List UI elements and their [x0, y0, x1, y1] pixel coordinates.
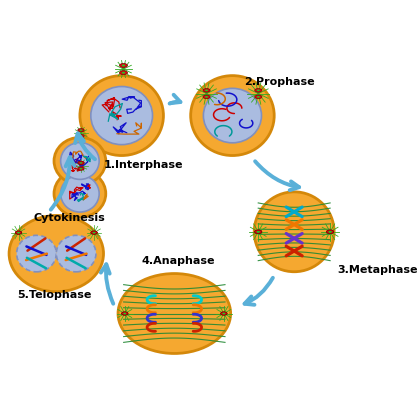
Ellipse shape — [205, 89, 208, 91]
Ellipse shape — [80, 76, 163, 155]
Ellipse shape — [118, 273, 231, 354]
Ellipse shape — [15, 231, 22, 234]
Text: 2.Prophase: 2.Prophase — [244, 77, 315, 87]
Text: 4.Anaphase: 4.Anaphase — [141, 256, 215, 266]
Ellipse shape — [119, 71, 128, 75]
Ellipse shape — [17, 232, 20, 234]
Ellipse shape — [254, 192, 334, 272]
Ellipse shape — [54, 170, 106, 217]
Ellipse shape — [122, 312, 128, 315]
Ellipse shape — [80, 135, 82, 136]
Ellipse shape — [122, 72, 125, 74]
Ellipse shape — [122, 65, 125, 66]
Text: 3.Metaphase: 3.Metaphase — [338, 265, 418, 275]
Ellipse shape — [203, 89, 210, 92]
Ellipse shape — [329, 231, 332, 233]
Ellipse shape — [191, 76, 274, 155]
Ellipse shape — [255, 230, 262, 234]
Text: 5.Telophase: 5.Telophase — [18, 290, 92, 300]
Ellipse shape — [123, 313, 126, 314]
Ellipse shape — [205, 96, 208, 98]
Ellipse shape — [15, 231, 22, 234]
Ellipse shape — [78, 161, 84, 165]
Ellipse shape — [56, 235, 96, 272]
Ellipse shape — [78, 129, 84, 132]
Ellipse shape — [255, 230, 262, 234]
Ellipse shape — [80, 162, 82, 163]
Ellipse shape — [257, 231, 260, 233]
Ellipse shape — [220, 312, 227, 315]
Ellipse shape — [78, 134, 84, 138]
Ellipse shape — [257, 231, 260, 233]
Ellipse shape — [255, 95, 262, 99]
Ellipse shape — [91, 87, 152, 144]
FancyArrowPatch shape — [101, 264, 113, 304]
Ellipse shape — [220, 312, 227, 315]
Ellipse shape — [93, 232, 95, 234]
FancyArrowPatch shape — [75, 134, 95, 159]
Ellipse shape — [80, 168, 82, 169]
Ellipse shape — [119, 63, 128, 68]
Text: 1.Interphase: 1.Interphase — [104, 160, 183, 170]
Ellipse shape — [54, 137, 106, 184]
Ellipse shape — [203, 95, 210, 99]
Ellipse shape — [60, 175, 99, 212]
Ellipse shape — [203, 88, 262, 143]
Ellipse shape — [329, 231, 332, 233]
Text: Cytokinesis: Cytokinesis — [33, 213, 105, 223]
Ellipse shape — [326, 230, 334, 234]
Ellipse shape — [9, 215, 103, 292]
Ellipse shape — [122, 312, 128, 315]
Ellipse shape — [223, 313, 225, 314]
Ellipse shape — [255, 89, 262, 92]
Ellipse shape — [17, 235, 56, 272]
Ellipse shape — [78, 167, 84, 170]
Ellipse shape — [223, 313, 225, 314]
Ellipse shape — [257, 89, 260, 91]
Ellipse shape — [80, 129, 82, 131]
FancyArrowPatch shape — [51, 157, 74, 210]
Ellipse shape — [257, 96, 260, 98]
Ellipse shape — [91, 231, 97, 234]
Ellipse shape — [123, 313, 126, 314]
Ellipse shape — [17, 232, 20, 234]
Ellipse shape — [91, 231, 97, 234]
Ellipse shape — [60, 142, 99, 179]
FancyArrowPatch shape — [244, 278, 273, 305]
Ellipse shape — [93, 232, 95, 234]
FancyArrowPatch shape — [255, 161, 299, 190]
Ellipse shape — [326, 230, 334, 234]
FancyArrowPatch shape — [170, 95, 181, 104]
